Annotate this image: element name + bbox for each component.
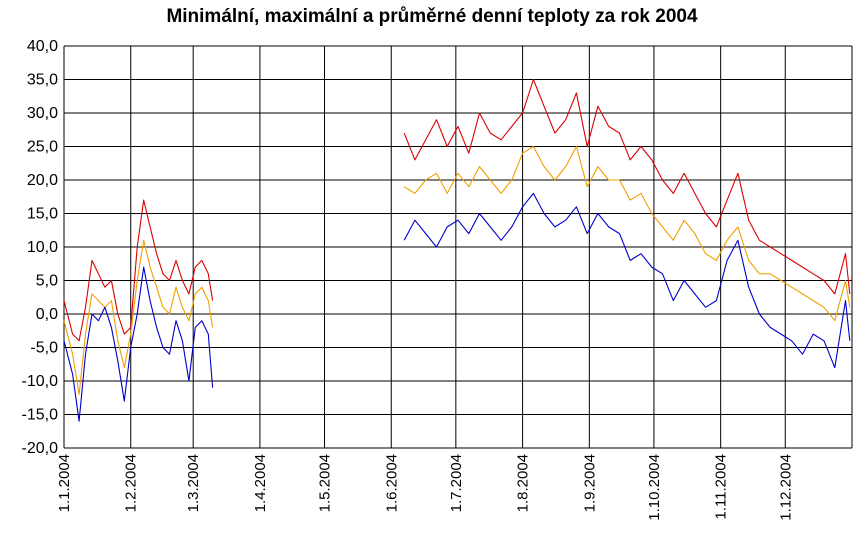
y-tick-label: -10,0 [22, 373, 59, 390]
x-tick-label: 1.11.2004 [713, 454, 730, 520]
max-series-line [63, 199, 214, 342]
y-tick-label: 20,0 [27, 172, 58, 189]
x-tick-label: 1.12.2004 [777, 454, 794, 521]
max-series-line [403, 78, 851, 295]
x-tick-label: 1.6.2004 [383, 454, 400, 512]
y-tick-label: -5,0 [30, 340, 58, 357]
y-tick-label: -20,0 [22, 440, 59, 457]
chart-title: Minimální, maximální a průměrné denní te… [166, 6, 698, 27]
y-tick-label: 40,0 [27, 38, 58, 55]
y-tick-label: 25,0 [27, 139, 58, 156]
x-tick-label: 1.1.2004 [56, 454, 73, 512]
y-tick-label: 0,0 [36, 306, 58, 323]
x-tick-label: 1.4.2004 [252, 454, 269, 512]
min-series-line [63, 266, 214, 422]
min-series-line [403, 192, 851, 369]
avg-series-line [403, 145, 851, 322]
y-tick-label: 35,0 [27, 72, 58, 89]
y-tick-label: 15,0 [27, 206, 58, 223]
avg-series-line [63, 239, 214, 395]
x-tick-label: 1.5.2004 [317, 454, 334, 512]
y-tick-label: 5,0 [36, 273, 58, 290]
x-tick-label: 1.9.2004 [581, 454, 598, 512]
y-tick-label: 10,0 [27, 239, 58, 256]
x-tick-label: 1.2.2004 [123, 454, 140, 512]
x-tick-label: 1.8.2004 [515, 454, 532, 512]
y-tick-label: -15,0 [22, 407, 59, 424]
x-tick-label: 1.10.2004 [646, 454, 663, 521]
x-tick-label: 1.3.2004 [185, 454, 202, 512]
y-tick-label: 30,0 [27, 105, 58, 122]
x-tick-label: 1.7.2004 [448, 454, 465, 512]
